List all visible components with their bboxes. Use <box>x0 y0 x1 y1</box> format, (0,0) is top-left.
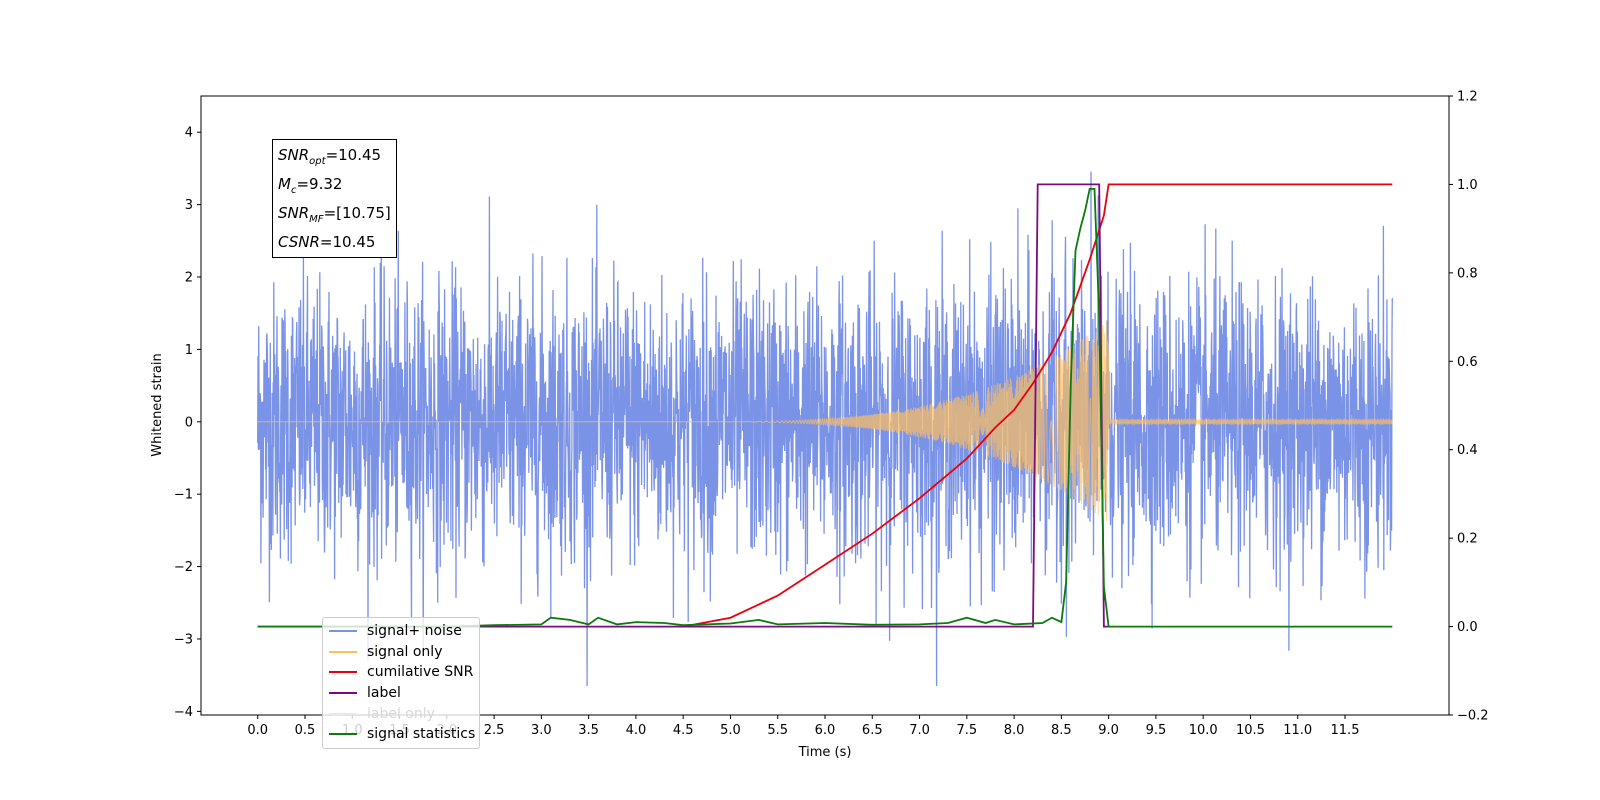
y-tick-label: 2 <box>185 270 193 285</box>
csnr-row: CSNR=10.45 <box>278 233 376 251</box>
series-signal-statistics <box>257 188 1393 628</box>
y-right-tick-label: 0.2 <box>1457 532 1478 547</box>
legend-label: signal+ noise <box>367 623 462 640</box>
y-right-tick-label: 1.2 <box>1457 90 1478 105</box>
x-axis-label: Time (s) <box>798 745 852 760</box>
legend-item-label-only: label only <box>323 703 479 724</box>
snr-mf-row: SNRMF=[10.75] <box>278 204 391 225</box>
legend-label: signal only <box>367 643 443 660</box>
x-tick-label: 3.5 <box>578 723 599 738</box>
legend-item-cumulative-snr: cumilative SNR <box>323 662 479 683</box>
x-tick-label: 5.5 <box>767 723 788 738</box>
y-right-tick-label: 0.8 <box>1457 266 1478 281</box>
plot-series <box>257 171 1393 687</box>
snr-opt-value: =10.45 <box>325 146 382 164</box>
csnr-value: =10.45 <box>319 233 376 251</box>
legend-swatch <box>329 671 357 674</box>
legend: signal+ noise signal only cumilative SNR… <box>322 617 480 749</box>
x-tick-label: 2.5 <box>484 723 505 738</box>
x-tick-label: 9.0 <box>1098 723 1119 738</box>
legend-label: label <box>367 685 401 702</box>
y-tick-label: −3 <box>174 632 193 647</box>
x-tick-label: 7.5 <box>956 723 977 738</box>
x-tick-label: 4.0 <box>626 723 647 738</box>
y-tick-label: −1 <box>174 488 193 503</box>
y-axis-ticks: −4 −3 −2 −1 0 1 2 3 4 <box>174 126 201 720</box>
legend-swatch <box>329 630 357 633</box>
legend-item-label: label <box>323 683 479 704</box>
y-right-tick-label: 0.6 <box>1457 355 1478 370</box>
x-tick-label: 3.0 <box>531 723 552 738</box>
legend-label: signal statistics <box>367 726 476 743</box>
snr-annotation-box: SNRopt=10.45 Mc=9.32 SNRMF=[10.75] CSNR=… <box>272 139 397 258</box>
legend-swatch <box>329 650 357 653</box>
x-tick-label: 9.5 <box>1146 723 1167 738</box>
legend-label: cumilative SNR <box>367 664 474 681</box>
legend-item-signal-noise: signal+ noise <box>323 621 479 642</box>
legend-item-signal-only: signal only <box>323 642 479 663</box>
snr-mf-value: =[10.75] <box>323 204 391 222</box>
y-tick-label: 4 <box>185 126 193 141</box>
mc-row: Mc=9.32 <box>278 175 343 196</box>
y-tick-label: −4 <box>174 705 193 720</box>
y-right-tick-label: 1.0 <box>1457 178 1478 193</box>
snr-opt-row: SNRopt=10.45 <box>278 146 382 167</box>
y-tick-label: 3 <box>185 198 193 213</box>
y-right-axis-ticks: −0.2 0.0 0.2 0.4 0.6 0.8 1.0 1.2 <box>1449 90 1489 724</box>
x-tick-label: 4.5 <box>673 723 694 738</box>
x-tick-label: 10.0 <box>1189 723 1218 738</box>
series-signal-only <box>257 322 1393 522</box>
y-right-tick-label: 0.0 <box>1457 620 1478 635</box>
series-label <box>257 183 1109 628</box>
legend-label: label only <box>367 705 435 722</box>
x-tick-label: 6.5 <box>862 723 883 738</box>
legend-item-signal-statistics: signal statistics <box>323 724 479 745</box>
x-tick-label: 5.0 <box>720 723 741 738</box>
y-tick-label: −2 <box>174 560 193 575</box>
x-tick-label: 8.0 <box>1004 723 1025 738</box>
legend-swatch <box>329 692 357 695</box>
mc-value: =9.32 <box>296 175 343 193</box>
y-right-tick-label: 0.4 <box>1457 443 1478 458</box>
x-tick-label: 11.5 <box>1331 723 1360 738</box>
y-tick-label: 0 <box>185 415 193 430</box>
x-tick-label: 0.0 <box>247 723 268 738</box>
x-tick-label: 11.0 <box>1283 723 1312 738</box>
x-tick-label: 7.0 <box>909 723 930 738</box>
legend-swatch <box>329 712 357 715</box>
y-right-tick-label: −0.2 <box>1457 709 1489 724</box>
x-tick-label: 10.5 <box>1236 723 1265 738</box>
series-signal-noise <box>257 171 1393 687</box>
x-tick-label: 8.5 <box>1051 723 1072 738</box>
x-tick-label: 6.0 <box>815 723 836 738</box>
y-tick-label: 1 <box>185 343 193 358</box>
x-tick-label: 0.5 <box>295 723 316 738</box>
y-axis-label: Whitened strain <box>150 353 165 456</box>
legend-swatch <box>329 733 357 736</box>
